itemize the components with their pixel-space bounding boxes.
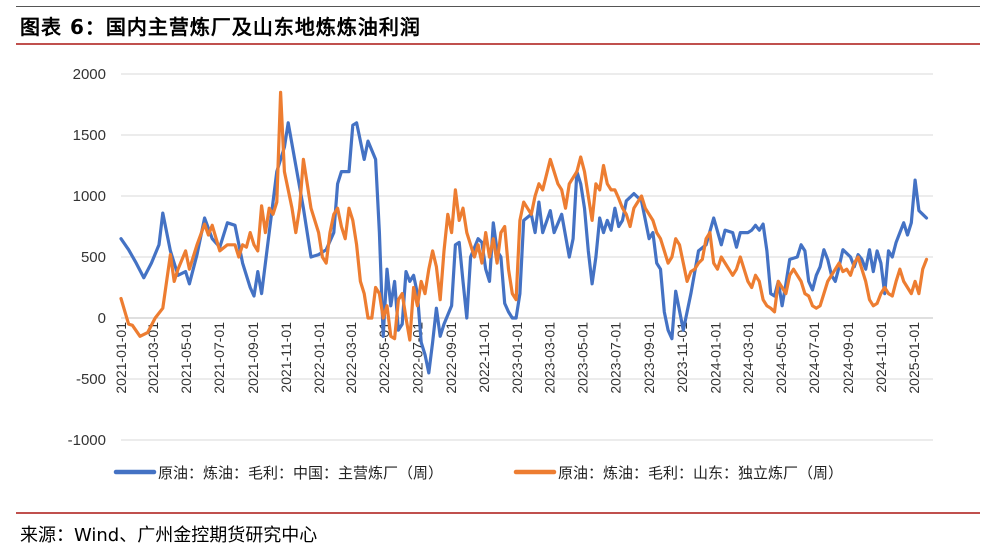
footer-divider [16, 512, 980, 514]
x-tick-label: 2024-09-01 [840, 322, 856, 394]
legend: 原油：炼油：毛利：中国：主营炼厂（周） 原油：炼油：毛利：山东：独立炼厂（周） [113, 464, 843, 482]
x-tick-label: 2022-03-01 [343, 322, 359, 394]
x-tick-label: 2021-01-01 [113, 322, 129, 394]
legend-label: 原油：炼油：毛利：中国：主营炼厂（周） [158, 464, 443, 482]
x-tick-label: 2023-01-01 [509, 322, 525, 394]
x-tick-label: 2023-09-01 [641, 322, 657, 394]
series-line-shandong-refinery [119, 90, 929, 342]
y-axis: 2000 1500 1000 500 0 -500 -1000 [68, 66, 106, 449]
title-divider [16, 43, 980, 45]
x-tick-label: 2022-05-01 [376, 322, 392, 394]
x-tick-label: 2021-07-01 [211, 322, 227, 394]
x-tick-label: 2023-07-01 [607, 322, 623, 394]
y-tick-label: -500 [76, 371, 106, 388]
x-tick-label: 2022-11-01 [476, 322, 492, 393]
y-tick-label: -1000 [68, 432, 106, 449]
top-divider [16, 6, 980, 7]
x-tick-label: 2024-07-01 [806, 322, 822, 394]
x-tick-label: 2024-03-01 [740, 322, 756, 394]
x-axis: 2021-01-01 2021-03-01 2021-05-01 2021-07-01… [113, 322, 922, 394]
y-tick-label: 0 [98, 310, 106, 327]
y-tick-label: 2000 [73, 66, 106, 83]
x-tick-label: 2024-01-01 [707, 322, 723, 394]
x-tick-label: 2021-03-01 [145, 322, 161, 394]
series-line-main-refinery [119, 121, 929, 375]
x-tick-label: 2024-11-01 [873, 322, 889, 393]
y-tick-label: 500 [81, 249, 106, 266]
x-tick-label: 2022-09-01 [443, 322, 459, 394]
x-tick-label: 2021-09-01 [245, 322, 261, 394]
source-note: 来源：Wind、广州金控期货研究中心 [20, 525, 318, 546]
x-tick-label: 2022-01-01 [311, 322, 327, 394]
y-tick-label: 1500 [73, 127, 106, 144]
x-tick-label: 2023-05-01 [574, 322, 590, 394]
y-tick-label: 1000 [73, 188, 106, 205]
legend-label: 原油：炼油：毛利：山东：独立炼厂（周） [558, 464, 843, 482]
chart-title: 图表 6：国内主营炼厂及山东地炼炼油利润 [20, 15, 421, 39]
x-tick-label: 2023-11-01 [674, 322, 690, 393]
x-tick-label: 2021-05-01 [178, 322, 194, 394]
x-tick-label: 2024-05-01 [773, 322, 789, 394]
x-tick-label: 2021-11-01 [278, 322, 294, 393]
x-tick-label: 2025-01-01 [906, 322, 922, 394]
x-tick-label: 2023-03-01 [541, 322, 557, 394]
